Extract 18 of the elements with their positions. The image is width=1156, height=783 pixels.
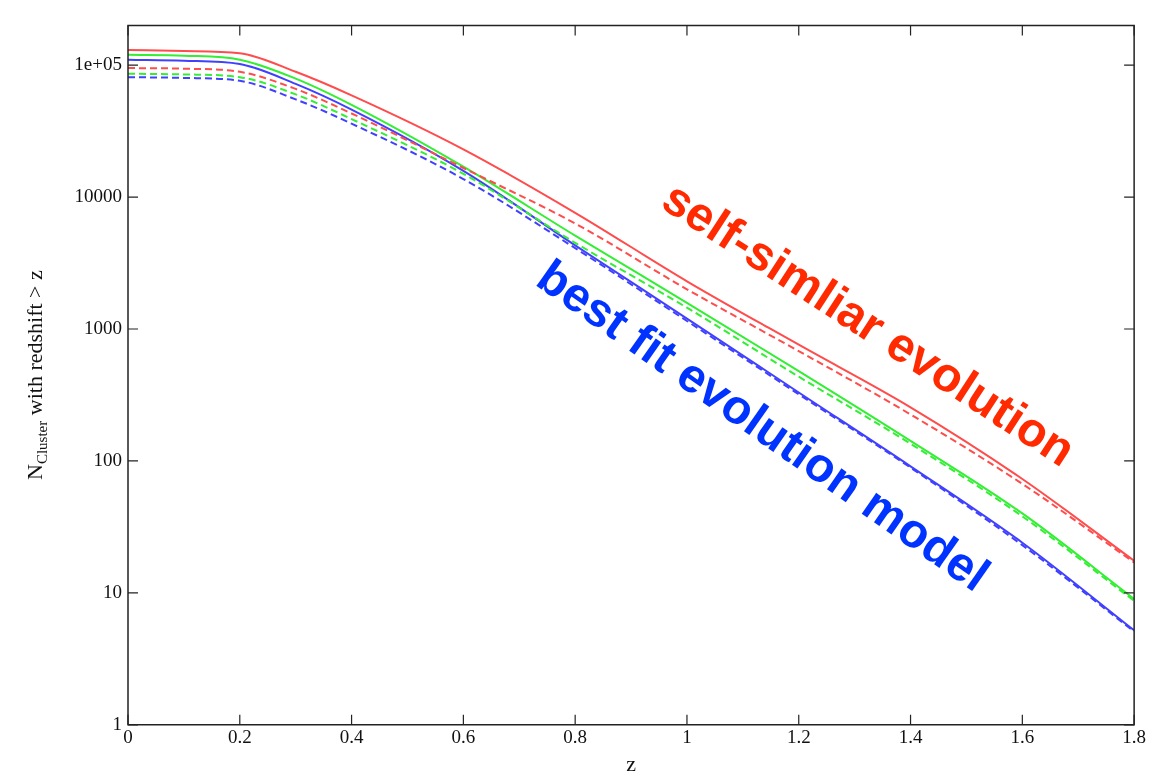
x-tick-label: 0.4 [339,726,364,748]
y-tick-label: 10 [103,580,122,602]
x-tick-label: 1.6 [1010,726,1035,748]
x-tick-label: 0 [123,726,133,748]
x-axis-title: z [626,750,637,776]
x-tick-label: 0.8 [563,726,588,748]
x-tick-label: 1.8 [1122,726,1146,748]
y-tick-label: 100 [93,448,122,470]
y-tick-label: 1000 [84,316,122,338]
x-tick-label: 1.2 [786,726,811,748]
y-axis-title: NCluster with redshift > z [22,270,50,480]
x-tick-label: 1.4 [898,726,923,748]
x-tick-label: 0.6 [451,726,476,748]
y-tick-label: 1e+05 [74,53,122,75]
x-tick-label: 0.2 [227,726,252,748]
x-tick-label: 1 [682,726,692,748]
y-tick-label: 10000 [74,185,122,207]
y-tick-label: 1 [112,712,122,734]
